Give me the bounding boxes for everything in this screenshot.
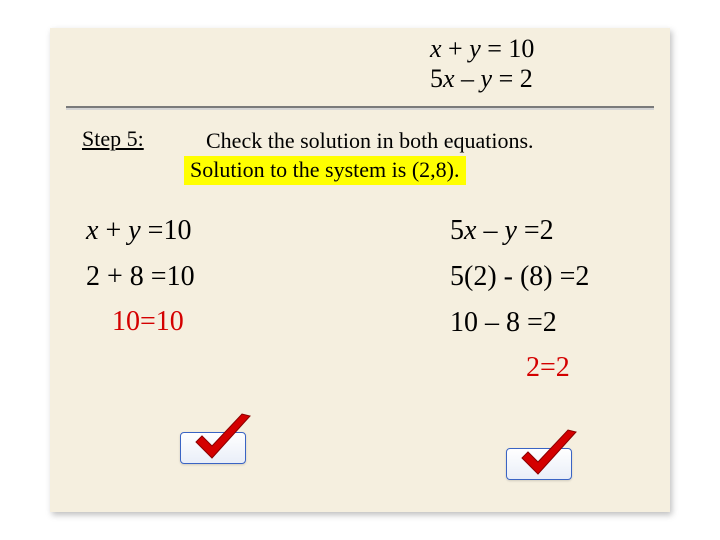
right-eq-2: 5(2) - (8) =2 [408, 254, 708, 300]
horizontal-rule [66, 106, 654, 110]
step-instruction: Check the solution in both equations. [206, 128, 534, 154]
solution-highlight: Solution to the system is (2,8). [184, 156, 466, 185]
system-of-equations: x + y = 10 5x – y = 2 [430, 34, 534, 94]
right-result: 2=2 [408, 352, 708, 384]
slide: x + y = 10 5x – y = 2 Step 5: Check the … [50, 28, 670, 512]
check-column-left: x + y =10 2 + 8 =10 10=10 [86, 208, 386, 338]
system-eq1: x + y = 10 [430, 34, 534, 64]
left-result: 10=10 [86, 306, 386, 338]
checkmark-left [180, 412, 260, 472]
left-eq-2: 2 + 8 =10 [86, 254, 386, 300]
checkmark-icon [516, 426, 586, 486]
check-column-right: 5x – y =2 5(2) - (8) =2 10 – 8 =2 2=2 [408, 208, 708, 384]
var-x: x [443, 64, 455, 93]
left-eq-1: x + y =10 [86, 208, 386, 254]
var-x: x [430, 34, 442, 63]
checkmark-right [506, 428, 586, 488]
right-eq-3: 10 – 8 =2 [408, 300, 708, 346]
var-y: y [481, 64, 493, 93]
checkmark-icon [190, 410, 260, 470]
var-y: y [469, 34, 481, 63]
step-label: Step 5: [82, 126, 144, 152]
system-eq2: 5x – y = 2 [430, 64, 534, 94]
right-eq-1: 5x – y =2 [408, 208, 708, 254]
